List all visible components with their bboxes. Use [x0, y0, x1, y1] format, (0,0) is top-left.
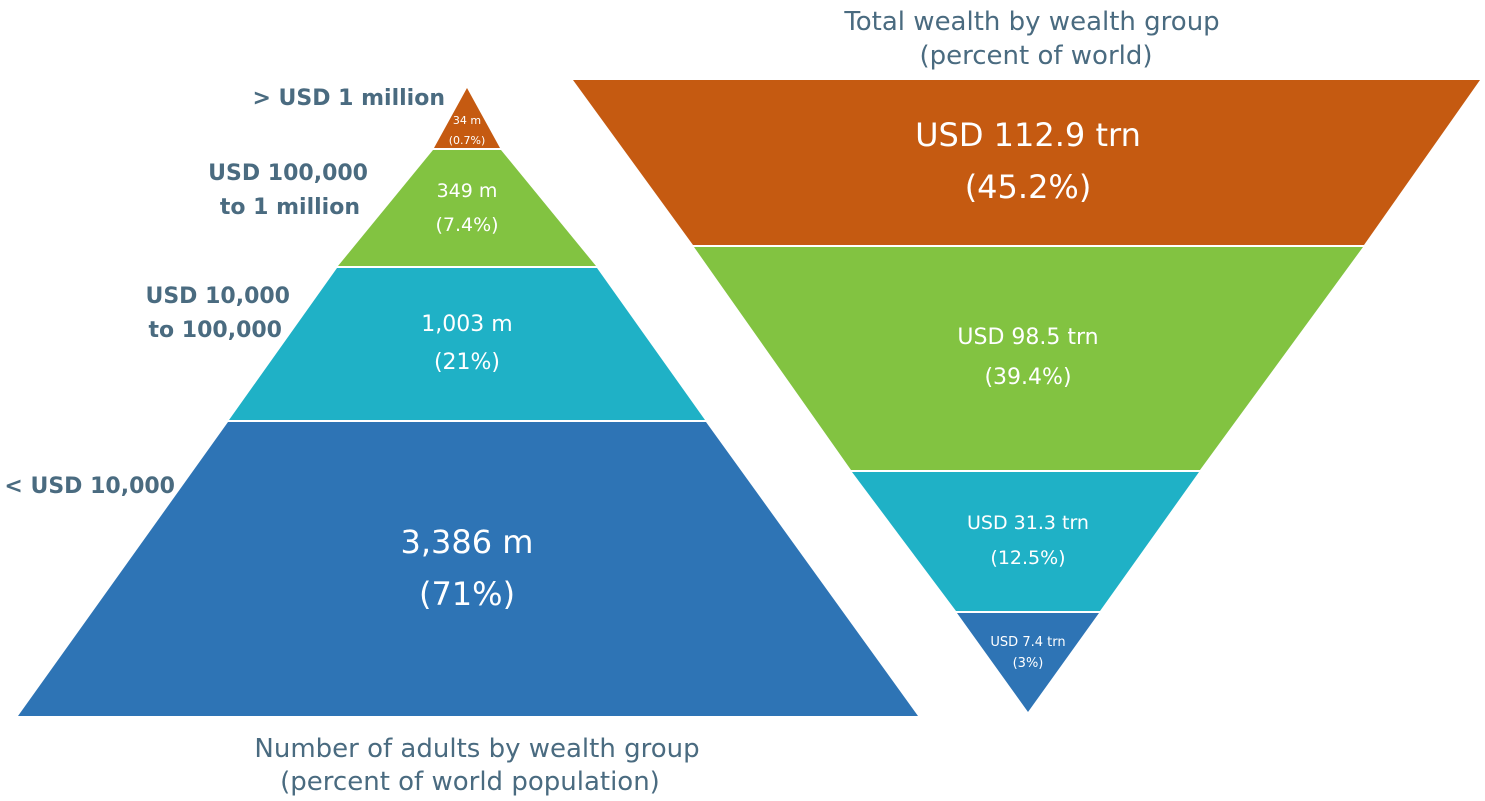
wealth-under-10k	[957, 613, 1099, 712]
value-label: 1,003 m	[421, 312, 512, 337]
category-label: to 100,000	[149, 318, 283, 343]
wealth-millionaires	[573, 80, 1480, 245]
chart-subtitle: (percent of world population)	[280, 767, 660, 797]
chart-title: Number of adults by wealth group	[254, 734, 699, 764]
value-label: USD 7.4 trn	[990, 635, 1065, 650]
pct-label: (39.4%)	[984, 365, 1071, 390]
pct-label: (71%)	[419, 575, 515, 613]
category-label: to 1 million	[220, 195, 360, 220]
category-label: USD 100,000	[208, 161, 368, 186]
tier-100k-1m	[338, 150, 596, 266]
wealth-100k-1m	[694, 247, 1363, 470]
category-label: > USD 1 million	[252, 86, 445, 111]
value-label: USD 112.9 trn	[915, 116, 1141, 154]
value-label: 349 m	[437, 180, 498, 202]
tier-under-10k	[18, 422, 918, 716]
value-label: USD 98.5 trn	[957, 325, 1098, 350]
pct-label: (3%)	[1013, 656, 1044, 671]
wealth-10k-100k	[852, 472, 1199, 611]
tier-10k-100k	[229, 268, 705, 420]
category-label: USD 10,000	[145, 284, 290, 309]
pct-label: (45.2%)	[965, 168, 1092, 206]
category-label: < USD 10,000	[4, 474, 175, 499]
tier-millionaires	[434, 88, 500, 148]
value-label: USD 31.3 trn	[967, 512, 1089, 534]
chart-title: Total wealth by wealth group	[843, 7, 1219, 37]
value-label: 34 m	[453, 114, 481, 127]
pct-label: (0.7%)	[449, 134, 486, 147]
chart-subtitle: (percent of world)	[919, 41, 1152, 71]
pct-label: (12.5%)	[990, 547, 1065, 569]
pct-label: (21%)	[434, 350, 500, 375]
pct-label: (7.4%)	[435, 214, 498, 236]
value-label: 3,386 m	[401, 523, 534, 561]
